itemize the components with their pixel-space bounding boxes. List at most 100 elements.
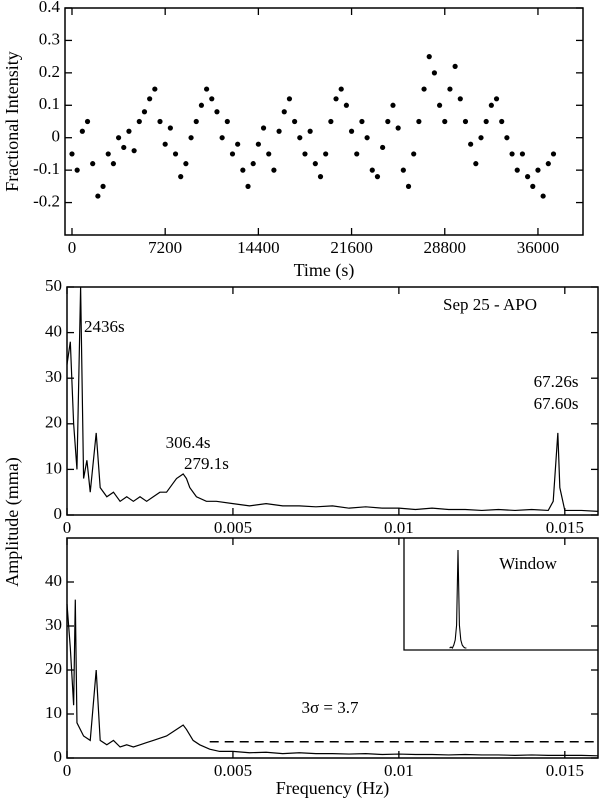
data-point: [364, 135, 370, 141]
data-point: [167, 125, 173, 131]
data-point: [229, 151, 236, 157]
data-point: [224, 118, 230, 125]
data-point: [525, 174, 531, 180]
data-point: [266, 151, 272, 157]
data-point: [110, 161, 117, 167]
spectrum-line: [66, 286, 599, 512]
y-tick-label: 0: [54, 504, 63, 523]
data-point: [198, 102, 205, 108]
data-point: [468, 141, 474, 147]
data-point: [95, 193, 101, 199]
data-point: [374, 174, 381, 180]
y-axis-label: Fractional Intensity: [2, 51, 22, 191]
y-tick-label: 40: [45, 322, 62, 341]
data-point: [240, 167, 246, 173]
data-point: [312, 161, 318, 167]
x-tick-label: 0: [63, 761, 72, 780]
data-point: [359, 118, 365, 125]
data-point: [535, 167, 541, 173]
data-point: [452, 63, 458, 69]
data-point: [421, 86, 427, 92]
data-point: [540, 193, 546, 199]
data-point: [457, 96, 463, 102]
data-point: [390, 102, 396, 108]
data-point: [442, 118, 448, 125]
data-point: [100, 183, 106, 189]
x-tick-label: 0.01: [384, 761, 414, 780]
data-point: [504, 135, 510, 141]
y-tick-label: 0: [52, 127, 61, 146]
data-point: [178, 174, 184, 180]
data-point: [488, 102, 494, 108]
data-point: [172, 151, 179, 157]
data-point: [152, 86, 158, 92]
y-axis-label: Amplitude (mma): [2, 457, 23, 586]
data-point: [323, 151, 329, 157]
data-point: [90, 161, 96, 167]
data-point: [530, 183, 536, 189]
data-point: [84, 118, 91, 125]
data-point: [105, 151, 111, 157]
data-point: [302, 151, 308, 157]
x-tick-label: 0.01: [384, 518, 414, 537]
data-point: [333, 96, 339, 102]
data-point: [509, 151, 515, 157]
data-point: [447, 86, 453, 92]
data-point: [317, 174, 324, 180]
annotation: 279.1s: [184, 454, 229, 473]
y-tick-label: 10: [45, 703, 62, 722]
data-point: [400, 167, 406, 173]
x-axis-label: Frequency (Hz): [276, 778, 389, 799]
data-point: [478, 135, 484, 141]
data-point: [69, 151, 75, 157]
data-point: [260, 125, 267, 131]
annotation: 2436s: [84, 317, 125, 336]
x-tick-label: 14400: [237, 238, 280, 257]
annotation: 306.4s: [166, 433, 211, 452]
data-point: [126, 128, 132, 134]
y-tick-label: 40: [45, 571, 62, 590]
data-point: [292, 118, 298, 125]
x-tick-label: 0: [63, 518, 72, 537]
data-point: [369, 167, 375, 173]
data-point: [250, 161, 256, 167]
plot-frame: [66, 537, 599, 759]
x-tick-label: 21600: [330, 238, 373, 257]
annotation: 67.60s: [534, 394, 579, 413]
data-point: [514, 167, 520, 173]
data-point: [395, 125, 401, 131]
data-point: [214, 109, 220, 115]
y-tick-label: 0.1: [39, 94, 60, 113]
y-tick-label: 30: [45, 367, 62, 386]
data-point: [131, 148, 137, 154]
data-point: [483, 118, 489, 125]
data-point: [157, 118, 163, 125]
y-tick-label: 0.2: [39, 62, 60, 81]
data-point: [545, 161, 551, 167]
data-point: [416, 118, 422, 125]
data-point: [493, 96, 500, 102]
data-point: [405, 183, 412, 189]
window-line: [449, 549, 467, 649]
data-point: [462, 118, 469, 125]
data-point: [473, 161, 479, 167]
data-point: [188, 135, 194, 141]
data-point: [141, 109, 148, 115]
x-axis-label: Time (s): [294, 260, 355, 281]
data-point: [411, 151, 417, 157]
data-point: [343, 102, 349, 108]
data-point: [219, 135, 225, 141]
data-point: [550, 151, 557, 157]
data-point: [354, 151, 360, 157]
data-point: [209, 96, 215, 102]
y-tick-label: -0.1: [33, 159, 60, 178]
data-point: [245, 183, 251, 189]
data-point: [271, 167, 277, 173]
y-tick-label: 20: [45, 659, 62, 678]
data-point: [136, 118, 142, 125]
data-point: [431, 70, 438, 76]
data-point: [147, 96, 153, 102]
data-point: [204, 86, 210, 92]
